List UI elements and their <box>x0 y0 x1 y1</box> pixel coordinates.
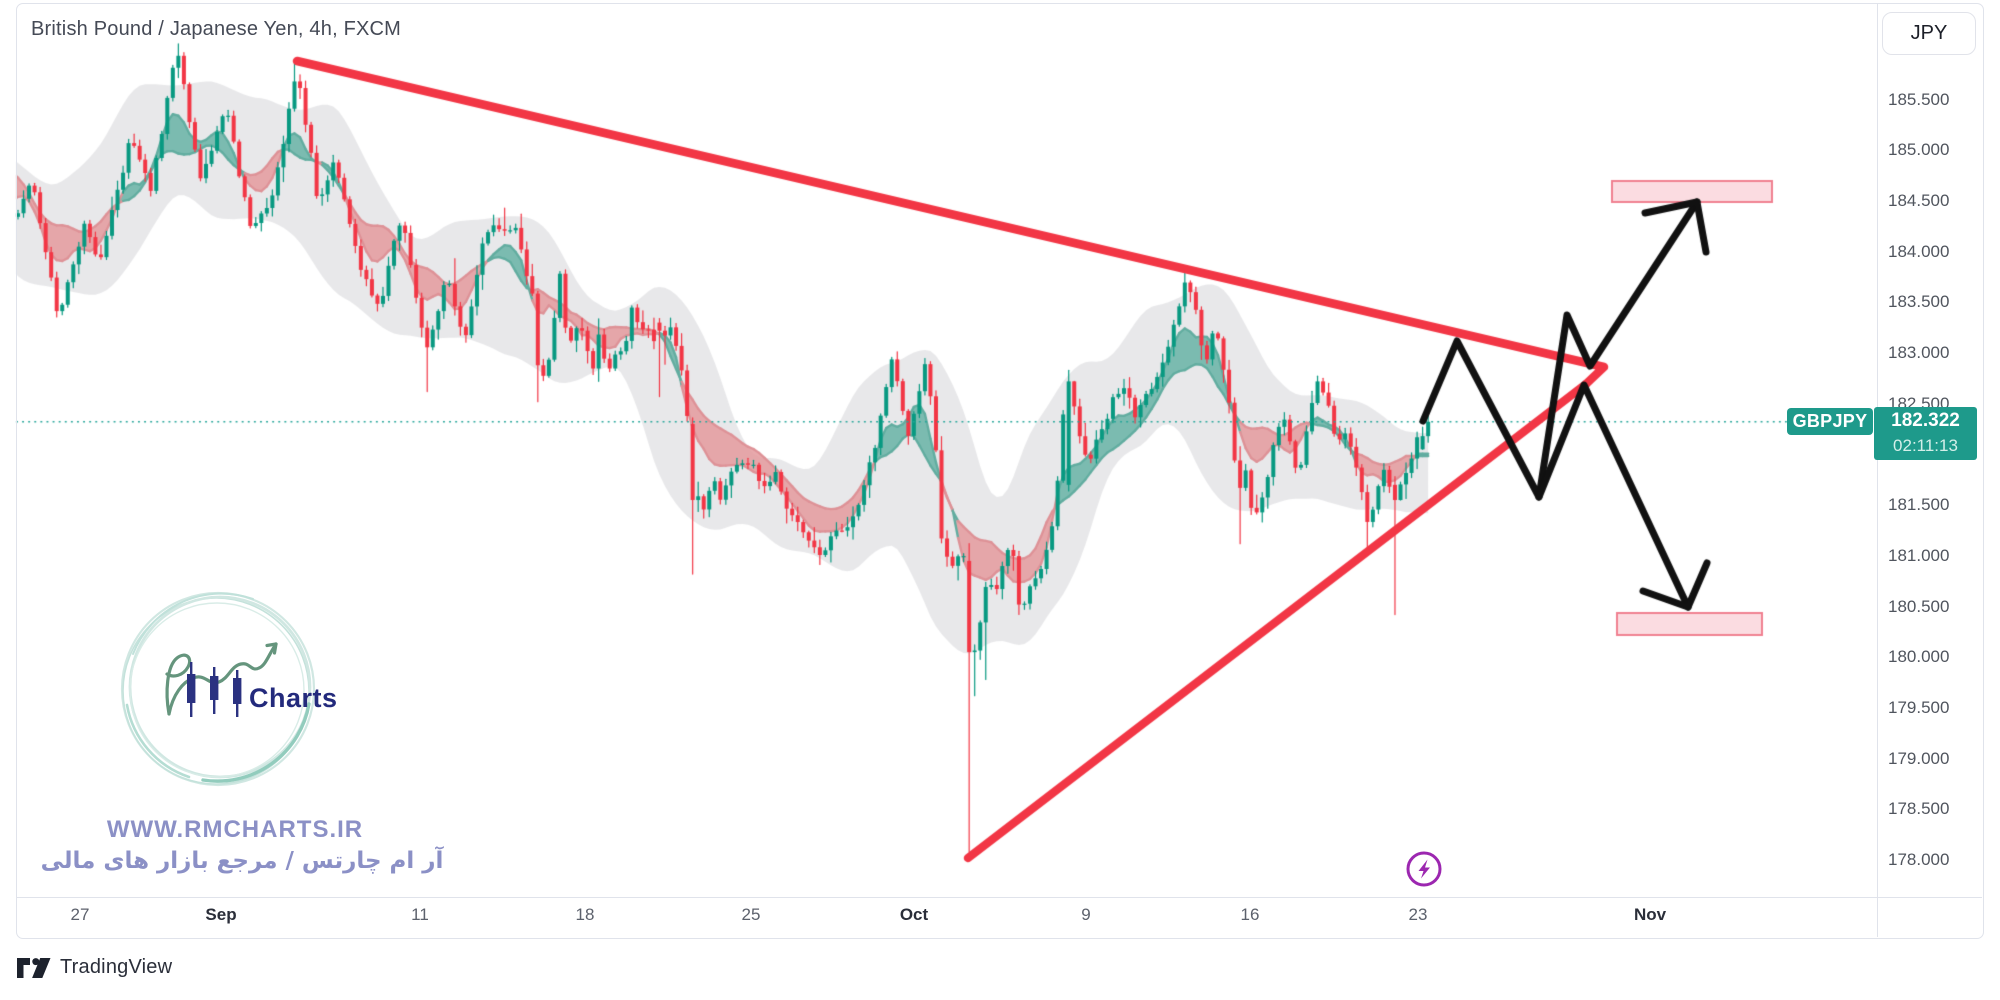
time-axis-label: 23 <box>1408 905 1428 924</box>
symbol-price-flag: GBPJPY <box>1787 408 1873 435</box>
watermark-tagline-persian: آر ام چارتس / مرجع بازار های مالی <box>40 848 444 874</box>
price-axis-label: 181.000 <box>1888 545 1950 565</box>
watermark-site-url: WWW.RMCHARTS.IR <box>106 816 364 843</box>
time-axis-label: 27 <box>70 905 90 924</box>
price-axis-separator <box>1877 3 1878 937</box>
time-axis-separator <box>16 897 1982 898</box>
time-axis-label: 25 <box>741 905 761 924</box>
price-axis-label: 178.000 <box>1888 850 1950 869</box>
rmcharts-logo <box>120 591 316 787</box>
price-axis-label: 180.000 <box>1888 647 1950 667</box>
price-axis-label: 185.500 <box>1888 89 1950 109</box>
price-axis-label: 181.500 <box>1888 495 1950 515</box>
last-price-value: 182.322 <box>1891 410 1960 431</box>
chart-title: British Pound / Japanese Yen, 4h, FXCM <box>31 18 402 40</box>
tradingview-logo-icon <box>17 957 51 978</box>
time-axis-label: 9 <box>1081 905 1091 924</box>
time-axis-label: 18 <box>575 905 595 924</box>
time-axis-label: 11 <box>411 905 429 924</box>
logo-charts-text: Charts <box>249 683 338 713</box>
price-axis-label: 180.500 <box>1888 596 1950 616</box>
price-axis-label: 179.500 <box>1888 697 1950 717</box>
lightning-event-icon[interactable] <box>1404 849 1444 889</box>
price-axis-label: 179.000 <box>1888 748 1950 768</box>
time-axis-label: 16 <box>1240 905 1260 924</box>
price-axis-label: 183.000 <box>1888 343 1950 362</box>
bar-countdown: 02:11:13 <box>1893 436 1958 455</box>
tradingview-logo-text: TradingView <box>60 956 173 978</box>
logo-candles <box>187 662 242 717</box>
price-axis-label: 183.500 <box>1888 292 1950 312</box>
price-axis-label: 178.500 <box>1888 799 1950 819</box>
price-axis-label: 184.000 <box>1888 241 1950 261</box>
time-axis-label: Nov <box>1633 905 1667 924</box>
price-axis-label: 185.000 <box>1888 140 1950 160</box>
currency-unit-button[interactable]: JPY <box>1882 12 1976 55</box>
price-axis-label: 184.500 <box>1888 190 1950 210</box>
time-axis-label: Oct <box>899 905 929 924</box>
time-axis-label: Sep <box>205 905 237 924</box>
last-price-box: 182.322 02:11:13 <box>1874 407 1977 460</box>
tradingview-logo[interactable]: TradingView <box>17 956 172 979</box>
